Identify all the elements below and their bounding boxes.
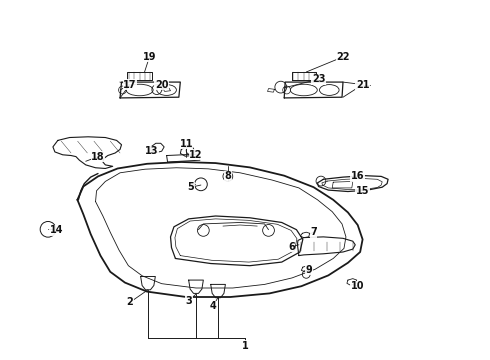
Text: 16: 16 bbox=[351, 171, 365, 181]
Text: 17: 17 bbox=[123, 80, 137, 90]
Text: 11: 11 bbox=[179, 139, 193, 149]
Text: 13: 13 bbox=[145, 146, 159, 156]
Text: 7: 7 bbox=[310, 227, 317, 237]
Text: 18: 18 bbox=[91, 152, 105, 162]
Text: 8: 8 bbox=[224, 171, 231, 181]
Text: 12: 12 bbox=[189, 150, 203, 160]
Text: 15: 15 bbox=[356, 186, 369, 196]
Text: 21: 21 bbox=[356, 80, 369, 90]
Text: 20: 20 bbox=[155, 80, 169, 90]
Text: 22: 22 bbox=[336, 52, 350, 62]
Text: 4: 4 bbox=[210, 301, 217, 311]
Text: 19: 19 bbox=[143, 52, 156, 62]
Text: 1: 1 bbox=[242, 341, 248, 351]
Text: 6: 6 bbox=[288, 242, 295, 252]
Text: 5: 5 bbox=[188, 182, 195, 192]
Text: 2: 2 bbox=[126, 297, 133, 307]
Text: 10: 10 bbox=[351, 281, 365, 291]
Text: 23: 23 bbox=[312, 74, 325, 84]
Text: 14: 14 bbox=[49, 225, 63, 235]
Text: 9: 9 bbox=[305, 265, 312, 275]
Text: 3: 3 bbox=[185, 296, 192, 306]
